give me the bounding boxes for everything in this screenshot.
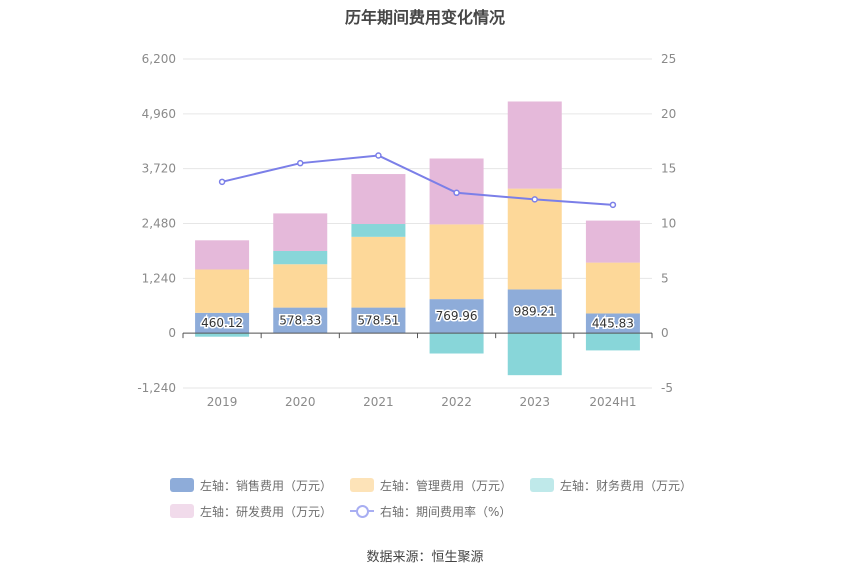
left-axis-tick: 0 bbox=[168, 326, 176, 340]
legend-line-marker-icon bbox=[350, 504, 375, 518]
bar-rnd bbox=[507, 101, 562, 189]
right-axis-tick: 20 bbox=[661, 107, 676, 121]
bar-rnd bbox=[351, 174, 406, 225]
legend-label-rnd: 左轴：研发费用（万元） bbox=[200, 504, 333, 519]
legend-label-finance: 左轴：财务费用（万元） bbox=[560, 478, 693, 493]
chart-title: 历年期间费用变化情况 bbox=[344, 8, 505, 27]
expense-ratio-point bbox=[609, 201, 617, 209]
bar-sales bbox=[273, 307, 328, 334]
bar-rnd bbox=[585, 220, 640, 263]
bar-admin bbox=[351, 236, 406, 308]
sales-value-label: 989.21 bbox=[514, 304, 556, 318]
bar-finance bbox=[429, 333, 484, 354]
expense-ratio-point bbox=[218, 178, 226, 186]
x-axis-tick: 2020 bbox=[285, 395, 316, 409]
bars bbox=[195, 101, 640, 376]
right-axis-tick: 25 bbox=[661, 52, 676, 66]
left-axis-tick: 2,480 bbox=[142, 217, 176, 231]
expense-ratio-polyline bbox=[221, 154, 613, 206]
legend-label-sales: 左轴：销售费用（万元） bbox=[200, 478, 333, 493]
legend-swatch-sales bbox=[170, 478, 194, 492]
bar-finance bbox=[507, 333, 562, 376]
legend: 左轴：销售费用（万元） 左轴：管理费用（万元） 左轴：财务费用（万元） 左轴：研… bbox=[170, 472, 710, 524]
left-axis-tick: -1,240 bbox=[137, 381, 176, 395]
x-axis-tick: 2024H1 bbox=[589, 395, 636, 409]
bar-rnd bbox=[195, 240, 250, 270]
legend-swatch-admin bbox=[350, 478, 375, 492]
expense-ratio-point bbox=[375, 152, 382, 159]
left-axis-tick: 6,200 bbox=[142, 52, 176, 66]
sales-value-label: 769.96 bbox=[436, 309, 478, 323]
legend-item-rnd[interactable]: 左轴：研发费用（万元） bbox=[170, 503, 332, 520]
bar-admin bbox=[273, 264, 328, 308]
bar-admin bbox=[195, 269, 250, 313]
bar-sales bbox=[195, 312, 250, 334]
right-axis-tick: 10 bbox=[661, 217, 676, 231]
legend-label-admin: 左轴：管理费用（万元） bbox=[380, 478, 513, 493]
bar-sales bbox=[351, 307, 406, 334]
legend-label-ratio: 右轴：期间费用率（%） bbox=[380, 504, 512, 519]
legend-item-finance[interactable]: 左轴：财务费用（万元） bbox=[530, 477, 692, 494]
legend-swatch-rnd bbox=[170, 504, 194, 518]
bar-sales bbox=[585, 313, 640, 334]
bar-sales bbox=[429, 299, 484, 334]
x-axis-tick: 2023 bbox=[519, 395, 550, 409]
grid-lines bbox=[183, 58, 652, 389]
expense-ratio-point bbox=[531, 196, 538, 203]
bar-admin bbox=[429, 224, 484, 300]
legend-item-admin[interactable]: 左轴：管理费用（万元） bbox=[350, 477, 512, 494]
right-axis-tick: 0 bbox=[661, 326, 669, 340]
bar-admin bbox=[585, 262, 640, 314]
left-axis-tick: 4,960 bbox=[142, 107, 176, 121]
left-axis-tick: 1,240 bbox=[142, 271, 176, 285]
legend-item-ratio[interactable]: 右轴：期间费用率（%） bbox=[350, 503, 511, 520]
sales-value-label: 578.33 bbox=[279, 313, 321, 327]
source-note: 数据来源：恒生聚源 bbox=[366, 550, 484, 565]
x-axis-tick: 2019 bbox=[207, 395, 238, 409]
x-axis-tick: 2022 bbox=[441, 395, 472, 409]
bar-sales bbox=[507, 289, 562, 334]
expense-ratio-point bbox=[453, 189, 460, 197]
sales-value-label: 445.83 bbox=[592, 316, 634, 330]
bar-admin bbox=[507, 188, 562, 290]
legend-item-sales[interactable]: 左轴：销售费用（万元） bbox=[170, 477, 332, 494]
x-axis-tick: 2021 bbox=[363, 395, 394, 409]
right-axis-tick: 5 bbox=[661, 271, 669, 285]
bar-finance bbox=[351, 224, 406, 237]
bar-finance bbox=[585, 333, 640, 351]
data-labels: 460.12 578.33 578.51 769.96 989.21 445.83 bbox=[200, 303, 636, 332]
bar-finance bbox=[195, 333, 250, 337]
bar-rnd bbox=[273, 213, 328, 251]
right-axis-tick: 15 bbox=[661, 162, 676, 176]
legend-swatch-finance bbox=[530, 478, 555, 492]
expense-ratio-line bbox=[218, 152, 617, 209]
right-axis-tick: -5 bbox=[661, 381, 673, 395]
bar-finance bbox=[273, 250, 328, 265]
sales-value-label: 460.12 bbox=[201, 316, 243, 330]
expense-ratio-point bbox=[297, 159, 304, 167]
left-axis-tick: 3,720 bbox=[142, 162, 176, 176]
sales-value-label: 578.51 bbox=[357, 313, 399, 327]
axes: 6,200 4,960 3,720 2,480 1,240 0 -1,240 25 20 15 10… bbox=[137, 52, 676, 409]
